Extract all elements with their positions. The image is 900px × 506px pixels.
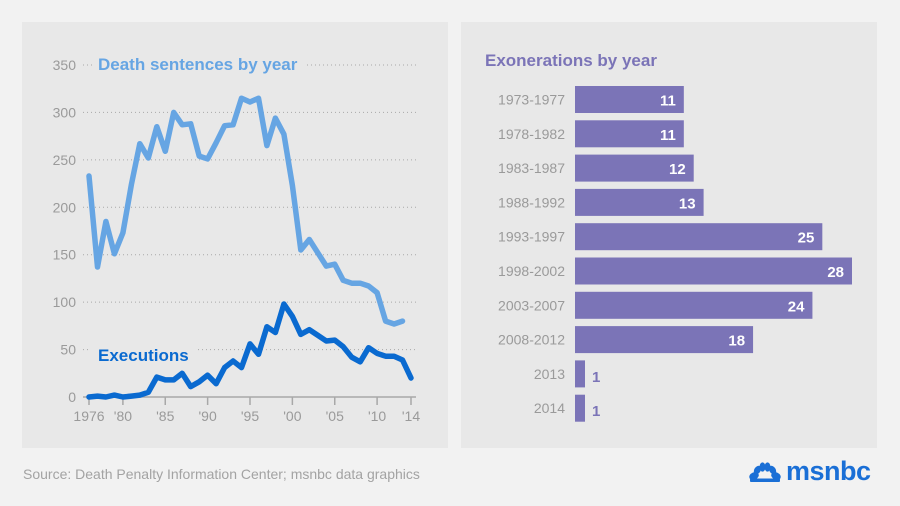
y-tick-label: 100 [53,294,77,310]
bar-category-label: 1973-1977 [498,92,565,108]
y-tick-label: 300 [53,104,77,120]
bar-value-label: 13 [679,195,696,212]
bar-value-label: 12 [669,161,686,178]
executions-line [86,301,414,400]
bar-value-label: 1 [592,369,600,386]
bar-category-label: 2003-2007 [498,297,565,313]
death-sentences-title: Death sentences by year [98,55,298,74]
bar-category-label: 1983-1987 [498,160,565,176]
bar-value-label: 28 [827,264,844,281]
bar-category-label: 1978-1982 [498,126,565,142]
bar [575,223,823,251]
x-tick-label: '00 [283,408,301,424]
bar-category-label: 2014 [534,400,565,416]
bar [575,360,585,388]
x-tick-label: '05 [326,408,344,424]
y-tick-label: 200 [53,199,77,215]
bar-category-label: 1988-1992 [498,194,565,210]
bar [575,394,585,422]
bar [575,120,684,148]
line-chart-panel: 0 50 100 150 200 250 300 350 1976 '80 '85 '90 '95 '00… [22,22,448,448]
x-tick-label: '90 [199,408,217,424]
bar [575,257,852,285]
x-tick-label: '80 [114,408,132,424]
y-tick-label: 150 [53,247,77,263]
bar-chart-title: Exonerations by year [485,51,657,70]
source-note: Source: Death Penalty Information Center… [23,466,420,482]
bar-category-label: 2013 [534,366,565,382]
bar-value-label: 25 [798,230,815,247]
bar-value-label: 18 [728,333,745,350]
bar-value-label: 11 [660,93,676,110]
bar [575,154,694,182]
bar [575,326,754,354]
y-tick-label: 0 [68,389,76,405]
peacock-icon [749,461,781,482]
line-chart: 0 50 100 150 200 250 300 350 1976 '80 '85 '90 '95 '00… [53,55,421,424]
bar-category-label: 1998-2002 [498,263,565,279]
msnbc-logo: msnbc [748,458,871,485]
bar-value-label: 1 [592,403,600,420]
x-tick-label: '95 [241,408,259,424]
x-tick-label: '85 [156,408,174,424]
y-tick-label: 50 [60,342,76,358]
x-tick-label: '14 [402,408,420,424]
bar [575,291,813,319]
bar-category-label: 2008-2012 [498,332,565,348]
logo-text: msnbc [786,456,871,486]
bar [575,86,684,113]
bar-category-label: 1993-1997 [498,229,565,245]
bar-value-label: 11 [660,127,676,144]
x-tick-label: 1976 [73,408,104,424]
y-tick-label: 250 [53,152,77,168]
bar [575,188,704,216]
x-tick-label: '10 [368,408,386,424]
death-sentences-line [86,95,406,327]
y-tick-label: 350 [53,57,77,73]
bar-value-label: 24 [788,298,805,315]
executions-title: Executions [98,346,189,365]
bar-chart-panel: Exonerations by year 1973-1977 11 1978-1982… [461,22,877,448]
